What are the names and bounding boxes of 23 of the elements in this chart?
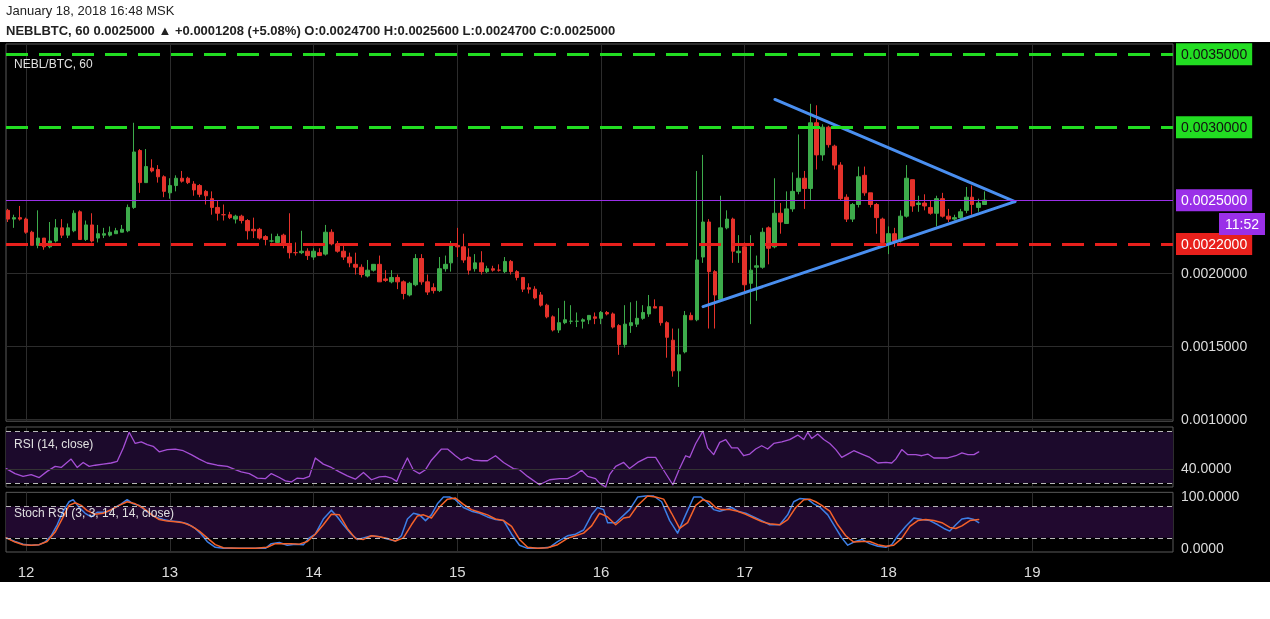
y-tick-label: 0.0010000 — [1181, 411, 1248, 427]
x-tick-label: 17 — [736, 563, 754, 580]
text: January 18, 2018 16:48 MSK — [6, 2, 176, 20]
text: NEBLBTC, 60 0.0025000 ▲ +0.0001208 (+5.08%) O:0.0024700 H:0.0025600 L:0.0024700 C:0.0025000 — [6, 22, 617, 40]
ref-line-label: 0.0025000 — [1181, 192, 1248, 209]
text: NEBL/BTC, 60 — [14, 57, 94, 71]
y-tick-label: 100.0000 — [1181, 488, 1240, 504]
x-tick-label: 15 — [448, 563, 466, 580]
x-tick-label: 13 — [161, 563, 179, 580]
ref-line-label: 0.0022000 — [1181, 235, 1248, 252]
x-tick-label: 12 — [17, 563, 35, 580]
y-tick-label: 0.0000 — [1181, 540, 1225, 557]
text: RSI (14, close) — [14, 437, 94, 451]
ref-line-label: 0.0030000 — [1181, 119, 1248, 136]
y-tick-label: 0.0015000 — [1181, 338, 1248, 355]
text: 40.0000 — [1181, 460, 1232, 476]
x-tick-label: 19 — [1023, 563, 1041, 580]
text: 11:52 — [1225, 216, 1260, 232]
x-tick-label: 14 — [305, 563, 322, 580]
x-tick-label: 16 — [592, 563, 610, 580]
ref-line-label: 0.0035000 — [1181, 46, 1248, 63]
y-tick-label: 0.0020000 — [1181, 265, 1248, 282]
x-tick-label: 18 — [880, 563, 897, 580]
